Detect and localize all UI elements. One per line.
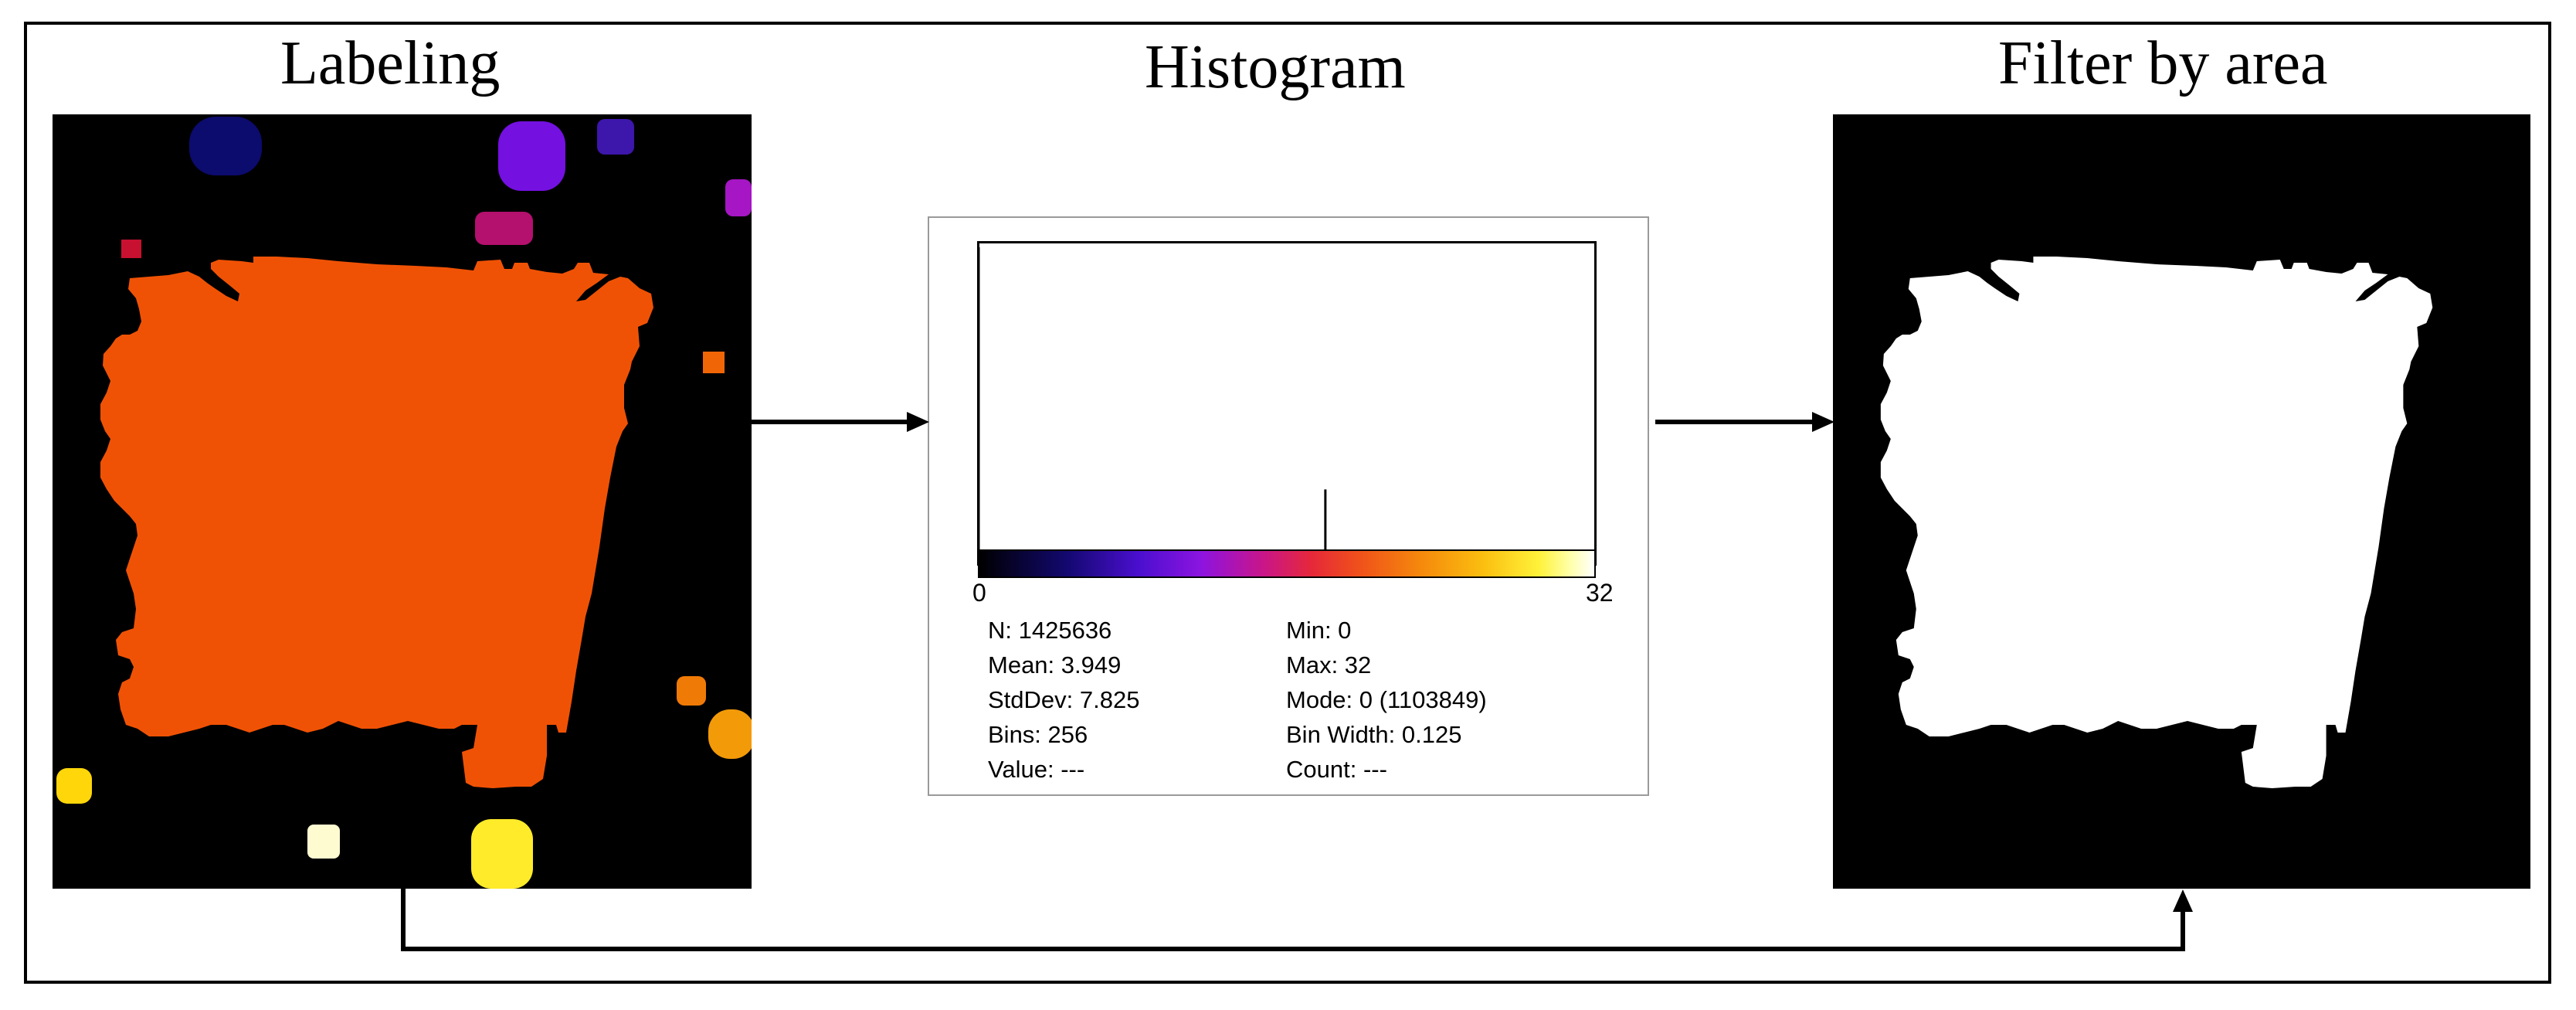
filtered-image-canvas (1833, 114, 2530, 889)
stat-count: Count: --- (1286, 756, 1387, 783)
labeling-image (53, 114, 752, 889)
title-filter-by-area: Filter by area (1998, 29, 2328, 97)
x-axis-max-label: 32 (1586, 579, 1614, 607)
blob-orange-gold (708, 709, 752, 759)
blob-violet-large (498, 121, 565, 191)
outer-frame (24, 22, 2551, 984)
stat-stddev: StdDev: 7.825 (988, 686, 1140, 713)
blob-indigo (597, 119, 634, 155)
plot-frame (977, 241, 1597, 566)
blob-magenta (725, 179, 752, 216)
main-region-filtered (1880, 257, 2433, 788)
title-labeling: Labeling (280, 29, 501, 97)
blob-navy (189, 117, 262, 175)
title-histogram: Histogram (1145, 33, 1406, 101)
stat-n: N: 1425636 (988, 617, 1112, 644)
stat-bin-width: Bin Width: 0.125 (1286, 721, 1462, 748)
blob-orange-tiny (703, 352, 725, 373)
stat-mean: Mean: 3.949 (988, 651, 1122, 678)
stat-mode: Mode: 0 (1103849) (1286, 686, 1487, 713)
x-axis-min-label: 0 (972, 579, 986, 607)
histogram-plot (977, 241, 1597, 566)
stat-max: Max: 32 (1286, 651, 1372, 678)
blob-yellow-large (471, 819, 533, 889)
stat-value: Value: --- (988, 756, 1085, 783)
blob-crimson (475, 212, 533, 245)
filtered-image (1833, 114, 2530, 889)
stat-min: Min: 0 (1286, 617, 1352, 644)
blob-orange-small (677, 676, 706, 706)
blob-pale (307, 825, 340, 859)
labeling-image-canvas (53, 114, 752, 889)
stat-bins: Bins: 256 (988, 721, 1088, 748)
lut-colorbar (978, 549, 1596, 578)
blob-red-small (121, 240, 141, 258)
main-region-labeled (100, 257, 653, 788)
histogram-window: 0 32 N: 1425636 Mean: 3.949 StdDev: 7.82… (928, 216, 1649, 796)
blob-yellow-left (56, 768, 92, 804)
